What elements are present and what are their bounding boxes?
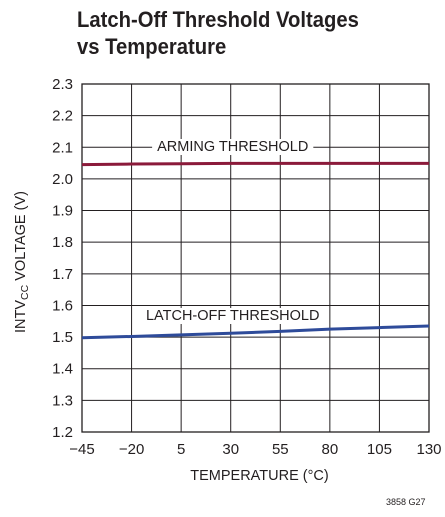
x-tick-label: 30 (222, 441, 239, 458)
arming-threshold-line (81, 161, 429, 167)
y-tick-label: 1.7 (52, 266, 73, 283)
y-tick-label: 2.0 (52, 171, 73, 188)
y-tick-label: 2.1 (52, 139, 73, 156)
chart-title-line-1: Latch-Off Threshold Voltages (77, 7, 359, 32)
y-tick-label: 1.9 (52, 203, 73, 220)
x-tick-label: 5 (177, 441, 185, 458)
arming-threshold-label-background (152, 139, 314, 155)
y-tick-label: 1.6 (52, 297, 73, 314)
y-axis-label-sub: CC (19, 284, 31, 300)
y-axis-label: INTVCC VOLTAGE (V) (13, 191, 31, 333)
y-axis-label-post: VOLTAGE (V) (13, 191, 29, 285)
y-axis-label-pre: INTV (13, 300, 29, 333)
y-tick-label: 1.5 (52, 329, 73, 346)
figure-id: 3858 G27 (386, 497, 426, 507)
latch-off-threshold-line (81, 324, 430, 340)
chart-title-line-2: vs Temperature (77, 34, 227, 59)
x-tick-label: 105 (367, 441, 392, 458)
x-tick-label: 130 (416, 441, 441, 458)
x-axis-label: TEMPERATURE (°C) (190, 468, 328, 484)
y-tick-label: 1.4 (52, 361, 73, 378)
y-tick-label: 2.3 (52, 76, 73, 93)
latch-off-threshold-label-background (140, 308, 325, 324)
x-tick-label: 80 (322, 441, 339, 458)
y-tick-label: 1.8 (52, 234, 73, 251)
x-axis-ticks: −45 −20 5 30 55 80 105 130 (69, 441, 441, 458)
x-tick-label: −20 (119, 441, 144, 458)
x-tick-label: −45 (69, 441, 94, 458)
arming-threshold-label: ARMING THRESHOLD (157, 139, 308, 155)
x-tick-label: 55 (272, 441, 289, 458)
series-group (81, 161, 430, 340)
latch-off-threshold-label: LATCH-OFF THRESHOLD (146, 308, 319, 324)
grid-lines (81, 83, 430, 433)
chart-title: Latch-Off Threshold Voltages vs Temperat… (77, 6, 359, 60)
y-axis-ticks: 1.2 1.3 1.4 1.5 1.6 1.7 1.8 1.9 2.0 2.1 2.2 2.3 (52, 76, 73, 441)
series-labels: ARMING THRESHOLD LATCH-OFF THRESHOLD (140, 139, 325, 324)
y-tick-label: 1.3 (52, 392, 73, 409)
plot-frame (81, 83, 430, 433)
y-tick-label: 1.2 (52, 424, 73, 441)
y-tick-label: 2.2 (52, 108, 73, 125)
